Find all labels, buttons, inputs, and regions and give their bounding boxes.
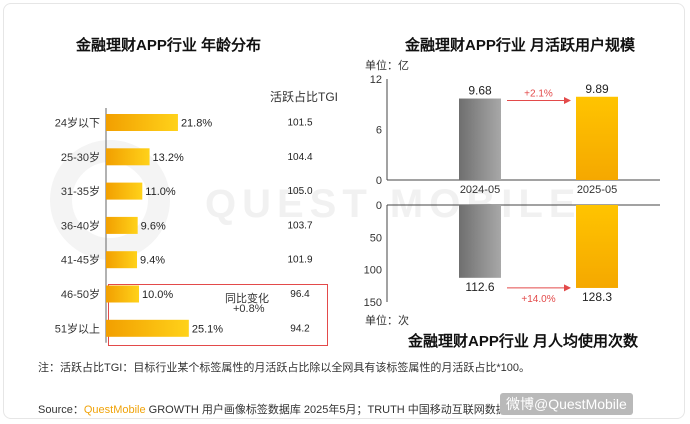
age-value-label: 9.6%: [141, 220, 166, 232]
age-value-label: 25.1%: [192, 323, 223, 335]
age-category-label: 24岁以下: [55, 116, 100, 130]
unit-bottom-label: 单位：次: [365, 315, 409, 327]
usage-value-label: 128.3: [582, 290, 612, 304]
age-bar: [106, 216, 138, 234]
tgi-value: 94.2: [290, 323, 310, 334]
source-prefix: Source：: [38, 404, 84, 416]
highlight-box: [108, 284, 328, 346]
tgi-value: 104.4: [287, 152, 312, 163]
age-bar: [106, 319, 189, 337]
mau-growth-label: +2.1%: [524, 89, 553, 100]
period-label: 2024-05: [460, 184, 500, 196]
watermark-text: QUEST MOBILE: [205, 182, 582, 226]
tgi-header: 活跃占比TGI: [270, 90, 338, 104]
age-category-label: 31-35岁: [61, 184, 100, 198]
usage-ytick: 0: [376, 200, 382, 212]
usage-growth-label: +14.0%: [521, 294, 555, 305]
card-frame: [3, 3, 685, 419]
mau-chart-title: 金融理财APP行业 月活跃用户规模: [405, 37, 636, 54]
mau-ytick: 12: [370, 74, 382, 86]
tgi-value: 105.0: [287, 186, 312, 197]
age-category-label: 41-45岁: [61, 253, 100, 267]
tgi-value: 103.7: [287, 220, 312, 231]
age-category-label: 25-30岁: [61, 150, 100, 164]
mau-value-label: 9.89: [585, 82, 609, 96]
age-value-label: 10.0%: [142, 289, 173, 301]
age-distribution-chart: 24岁以下 21.8% 101.5 25-30岁 13.2% 104.4 31-35岁 11.…: [55, 108, 313, 343]
source-line: Source：QuestMobile GROWTH 用户画像标签数据库 2025…: [38, 401, 573, 417]
tgi-value: 101.9: [287, 255, 312, 266]
footnote: 注：活跃占比TGI：目标行业某个标签属性的月活跃占比除以全网具有该标签属性的月活…: [38, 362, 530, 374]
period-label: 2025-05: [577, 184, 617, 196]
mau-chart: 0 6 12 9.68 2024-05 9.89 2025-05 +2.1%: [370, 74, 660, 196]
age-bar: [106, 114, 178, 131]
usage-bar-2024: [459, 205, 501, 278]
usage-ytick: 150: [364, 297, 382, 309]
age-value-label: 11.0%: [145, 186, 176, 198]
mau-bar-2025: [576, 96, 618, 180]
usage-chart-title: 金融理财APP行业 月人均使用次数: [408, 333, 639, 350]
source-brand: QuestMobile: [83, 404, 146, 416]
usage-bar-2025: [576, 205, 618, 288]
usage-ytick: 100: [364, 265, 382, 277]
age-category-label: 51岁以上: [55, 321, 100, 335]
mau-value-label: 9.68: [468, 84, 492, 98]
usage-ytick: 50: [370, 232, 382, 244]
age-value-label: 13.2%: [153, 152, 184, 164]
usage-value-label: 112.6: [465, 280, 494, 294]
age-category-label: 36-40岁: [61, 218, 100, 232]
age-bar: [106, 148, 150, 166]
tgi-value: 101.5: [287, 118, 312, 129]
age-bar: [106, 251, 138, 269]
yoy-change-label: 同比变化: [225, 293, 269, 305]
age-chart-title: 金融理财APP行业 年龄分布: [76, 37, 262, 54]
mau-bar-2024: [459, 98, 501, 180]
age-value-label: 21.8%: [181, 118, 212, 130]
credit-badge: 微博@QuestMobile: [500, 393, 633, 415]
age-bar: [106, 182, 143, 200]
usage-chart: 0 50 100 150 112.6 128.3 +14.0%: [364, 200, 660, 309]
age-bar: [106, 285, 139, 303]
tgi-value: 96.4: [290, 289, 310, 300]
mau-ytick: 6: [376, 125, 382, 137]
age-value-label: 9.4%: [140, 255, 165, 267]
age-category-label: 46-50岁: [61, 287, 100, 301]
yoy-change-value: +0.8%: [233, 303, 265, 315]
mau-ytick: 0: [376, 175, 382, 187]
unit-top-label: 单位：亿: [365, 60, 409, 72]
source-text: GROWTH 用户画像标签数据库 2025年5月；TRUTH 中国移动互联网数据…: [145, 404, 574, 416]
